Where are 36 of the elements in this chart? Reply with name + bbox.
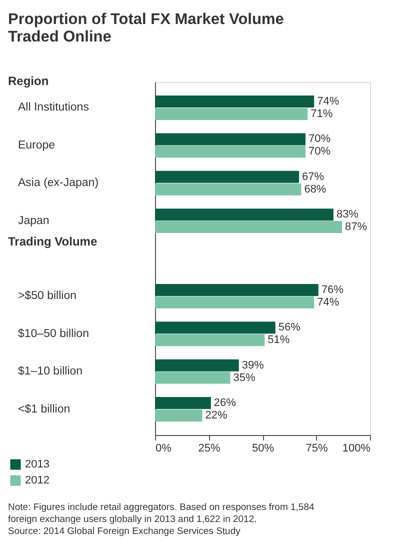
y-tick-label: Japan bbox=[18, 214, 50, 227]
data-label: 83% bbox=[336, 208, 359, 221]
text: Trading Volume bbox=[8, 234, 98, 249]
text: Note: Figures include retail aggregators. Based on responses from 1,584 foreign exchange users globally in 2013 and 1,622 in 2012. bbox=[8, 502, 314, 525]
data-label: 74% bbox=[317, 96, 340, 108]
x-tick-label: 25% bbox=[198, 442, 220, 454]
text: Region bbox=[8, 74, 49, 88]
x-tick-label: 0% bbox=[156, 442, 172, 454]
legend-label: 2013 bbox=[25, 458, 50, 470]
source-note: Source: 2014 Global Foreign Exchange Services Study bbox=[8, 526, 241, 537]
data-label: 51% bbox=[268, 334, 290, 346]
x-tick-label: 100% bbox=[342, 442, 371, 454]
data-label: 68% bbox=[304, 183, 326, 196]
data-label: 39% bbox=[242, 359, 264, 372]
y-tick-label: $10–50 billion bbox=[18, 328, 89, 340]
y-tick-label: Europe bbox=[18, 139, 56, 152]
data-label: 74% bbox=[317, 296, 340, 308]
x-tick-label: 75% bbox=[306, 442, 328, 454]
data-label: 70% bbox=[308, 133, 331, 146]
data-label: 26% bbox=[214, 397, 236, 410]
data-label: 70% bbox=[308, 146, 331, 158]
x-tick-label: 50% bbox=[252, 442, 274, 454]
data-label: 71% bbox=[310, 108, 333, 120]
y-tick-label: $1–10 billion bbox=[18, 366, 83, 378]
data-label: 67% bbox=[302, 170, 324, 183]
y-tick-label: >$50 billion bbox=[18, 290, 77, 302]
data-label: 56% bbox=[278, 322, 301, 334]
chart-title: Proportion of Total FX Market Volume Traded Online bbox=[8, 11, 284, 46]
data-label: 35% bbox=[233, 372, 256, 384]
data-label: 87% bbox=[345, 221, 368, 234]
y-tick-label: <$1 billion bbox=[18, 403, 70, 416]
data-label: 22% bbox=[205, 409, 228, 422]
y-tick-label: All Institutions bbox=[18, 102, 90, 114]
legend-label: 2012 bbox=[25, 474, 50, 486]
y-tick-label: Asia (ex-Japan) bbox=[18, 177, 99, 190]
data-label: 76% bbox=[321, 284, 344, 296]
